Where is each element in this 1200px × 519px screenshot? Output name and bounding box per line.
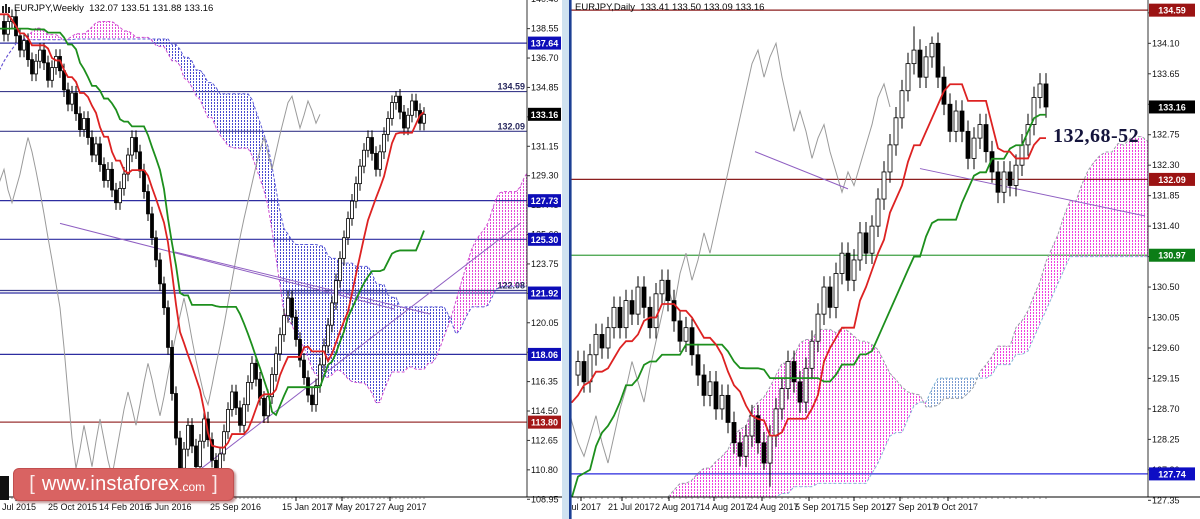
svg-text:127.35: 127.35 [1152, 495, 1180, 505]
svg-text:116.35: 116.35 [531, 377, 558, 387]
svg-text:27 Aug 2017: 27 Aug 2017 [376, 502, 427, 512]
svg-text:136.70: 136.70 [531, 53, 559, 63]
trendlines[interactable] [754, 151, 1146, 217]
svg-text:131.40: 131.40 [1152, 221, 1180, 231]
svg-text:110.80: 110.80 [531, 465, 558, 475]
svg-text:14 Feb 2016: 14 Feb 2016 [99, 502, 150, 512]
instaforex-watermark: [ www.instaforex .com ] [13, 468, 234, 501]
svg-text:120.05: 120.05 [531, 318, 559, 328]
svg-text:21 Jul 2017: 21 Jul 2017 [608, 502, 655, 512]
weekly-chart-title: EURJPY,Weekly 132.07 133.51 131.88 133.1… [14, 3, 214, 14]
daily-chart-title: EURJPY,Daily 133.41 133.50 133.09 133.16 [575, 2, 765, 13]
svg-text:127.73: 127.73 [531, 196, 559, 206]
svg-text:9 Oct 2017: 9 Oct 2017 [934, 502, 978, 512]
watermark-text: www.instaforex [41, 473, 180, 495]
svg-text:137.64: 137.64 [531, 39, 559, 49]
ichimoku-cloud [667, 136, 1148, 497]
svg-text:134.59: 134.59 [497, 82, 525, 92]
price-zone-annotation: 132,68-52 [1053, 125, 1140, 147]
weekly-plot-area [0, 9, 527, 484]
svg-text:27 Sep 2017: 27 Sep 2017 [886, 502, 937, 512]
watermark-com: .com [179, 479, 206, 494]
price-badges: 137.64 134.59 133.16 132.09 127.73 125.30 122.… [497, 36, 561, 429]
svg-text:112.65: 112.65 [531, 435, 558, 445]
svg-text:25 Oct 2015: 25 Oct 2015 [48, 502, 97, 512]
svg-text:132.09: 132.09 [1158, 175, 1186, 185]
svg-text:129.15: 129.15 [1152, 373, 1180, 383]
svg-text:131.85: 131.85 [1152, 191, 1180, 201]
watermark-block [0, 476, 9, 500]
svg-text:7 May 2017: 7 May 2017 [328, 502, 375, 512]
svg-text:127.74: 127.74 [1158, 469, 1186, 479]
svg-text:134.85: 134.85 [531, 82, 559, 92]
ichimoku-cloud [0, 20, 527, 404]
svg-text:24 Aug 2017: 24 Aug 2017 [748, 502, 799, 512]
daily-chart-canvas[interactable]: 134.55134.10133.65133.20132.75132.30131.… [570, 0, 1200, 519]
watermark-bracket-right: ] [212, 473, 218, 495]
svg-text:15 Sep 2017: 15 Sep 2017 [840, 502, 891, 512]
svg-text:121.92: 121.92 [531, 289, 559, 299]
svg-text:132.09: 132.09 [497, 121, 525, 131]
svg-text:132.75: 132.75 [1152, 130, 1180, 140]
level-lines [0, 42, 527, 423]
svg-text:Jul 2017: Jul 2017 [570, 502, 601, 512]
svg-text:5 Jun 2016: 5 Jun 2016 [147, 502, 192, 512]
watermark-bracket-left: [ [29, 473, 35, 495]
svg-text:133.16: 133.16 [531, 110, 559, 120]
candles [575, 26, 1049, 487]
svg-text:129.60: 129.60 [1152, 343, 1180, 353]
svg-text:133.16: 133.16 [1158, 102, 1186, 112]
window-divider [562, 0, 571, 519]
daily-plot-area [570, 9, 1148, 497]
svg-text:125.30: 125.30 [531, 235, 559, 245]
svg-text:122.08: 122.08 [497, 280, 525, 290]
svg-text:128.70: 128.70 [1152, 404, 1180, 414]
svg-text:108.95: 108.95 [531, 494, 559, 504]
svg-text:128.25: 128.25 [1152, 434, 1180, 444]
svg-text:130.97: 130.97 [1158, 251, 1186, 261]
svg-text:114.50: 114.50 [531, 406, 558, 416]
svg-text:118.06: 118.06 [531, 350, 558, 360]
svg-text:15 Jan 2017: 15 Jan 2017 [282, 502, 332, 512]
svg-text:14 Aug 2017: 14 Aug 2017 [700, 502, 751, 512]
svg-text:140.40: 140.40 [531, 0, 559, 4]
svg-text:138.55: 138.55 [531, 24, 559, 34]
svg-text:132.30: 132.30 [1152, 160, 1180, 170]
svg-text:5 Sep 2017: 5 Sep 2017 [795, 502, 841, 512]
trendlines[interactable] [59, 222, 521, 483]
svg-text:129.30: 129.30 [531, 171, 559, 181]
svg-text:133.65: 133.65 [1152, 69, 1180, 79]
weekly-chart-canvas[interactable]: 140.40138.55136.70134.85133.00131.15129.… [0, 0, 563, 519]
svg-text:131.15: 131.15 [531, 141, 559, 151]
svg-text:2 Aug 2017: 2 Aug 2017 [655, 502, 701, 512]
svg-text:Jul 2015: Jul 2015 [2, 502, 36, 512]
svg-text:113.80: 113.80 [531, 418, 558, 428]
price-badges: 134.59 133.16 132.09 130.97 127.74 [1149, 3, 1195, 481]
svg-text:134.59: 134.59 [1158, 6, 1186, 16]
svg-text:134.10: 134.10 [1152, 38, 1180, 48]
svg-text:130.05: 130.05 [1152, 313, 1180, 323]
svg-text:123.75: 123.75 [531, 259, 559, 269]
svg-text:130.50: 130.50 [1152, 282, 1180, 292]
svg-text:25 Sep 2016: 25 Sep 2016 [210, 502, 261, 512]
